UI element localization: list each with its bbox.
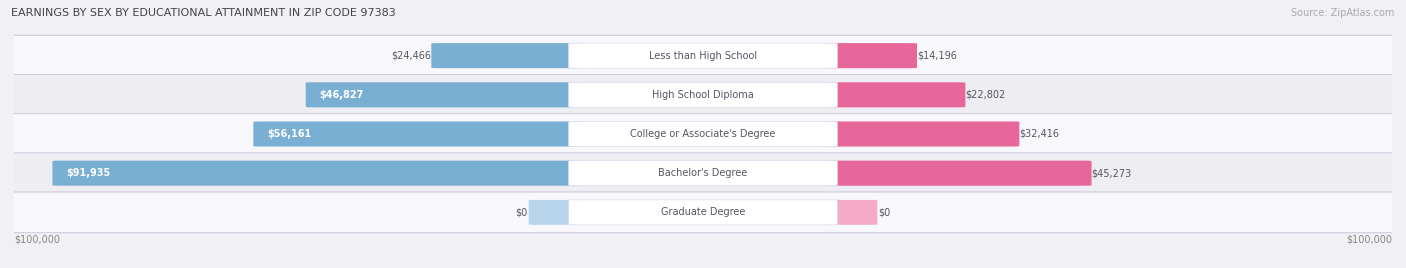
FancyBboxPatch shape — [568, 121, 838, 147]
FancyBboxPatch shape — [568, 43, 838, 68]
Text: $46,827: $46,827 — [319, 90, 364, 100]
Text: $45,273: $45,273 — [1091, 168, 1132, 178]
Text: $100,000: $100,000 — [14, 234, 60, 244]
FancyBboxPatch shape — [0, 35, 1406, 76]
Text: Graduate Degree: Graduate Degree — [661, 207, 745, 217]
Text: $22,802: $22,802 — [966, 90, 1005, 100]
FancyBboxPatch shape — [568, 161, 838, 186]
FancyBboxPatch shape — [0, 114, 1406, 154]
FancyBboxPatch shape — [568, 82, 838, 107]
FancyBboxPatch shape — [825, 200, 877, 225]
Text: $0: $0 — [879, 207, 891, 217]
Text: EARNINGS BY SEX BY EDUCATIONAL ATTAINMENT IN ZIP CODE 97383: EARNINGS BY SEX BY EDUCATIONAL ATTAINMEN… — [11, 8, 396, 18]
Text: $0: $0 — [515, 207, 527, 217]
FancyBboxPatch shape — [0, 75, 1406, 115]
Text: Bachelor's Degree: Bachelor's Degree — [658, 168, 748, 178]
Text: $56,161: $56,161 — [267, 129, 311, 139]
Text: $14,196: $14,196 — [917, 51, 957, 61]
FancyBboxPatch shape — [568, 200, 838, 225]
FancyBboxPatch shape — [824, 43, 917, 68]
FancyBboxPatch shape — [0, 153, 1406, 193]
FancyBboxPatch shape — [824, 121, 1019, 147]
Text: $91,935: $91,935 — [66, 168, 111, 178]
Text: College or Associate's Degree: College or Associate's Degree — [630, 129, 776, 139]
Text: High School Diploma: High School Diploma — [652, 90, 754, 100]
Text: $24,466: $24,466 — [391, 51, 432, 61]
FancyBboxPatch shape — [52, 161, 582, 186]
Text: Less than High School: Less than High School — [650, 51, 756, 61]
FancyBboxPatch shape — [529, 200, 581, 225]
FancyBboxPatch shape — [824, 82, 966, 107]
FancyBboxPatch shape — [824, 161, 1091, 186]
FancyBboxPatch shape — [0, 192, 1406, 233]
FancyBboxPatch shape — [432, 43, 582, 68]
FancyBboxPatch shape — [253, 121, 582, 147]
Text: Source: ZipAtlas.com: Source: ZipAtlas.com — [1291, 8, 1395, 18]
Text: $32,416: $32,416 — [1019, 129, 1059, 139]
FancyBboxPatch shape — [305, 82, 582, 107]
Text: $100,000: $100,000 — [1346, 234, 1392, 244]
